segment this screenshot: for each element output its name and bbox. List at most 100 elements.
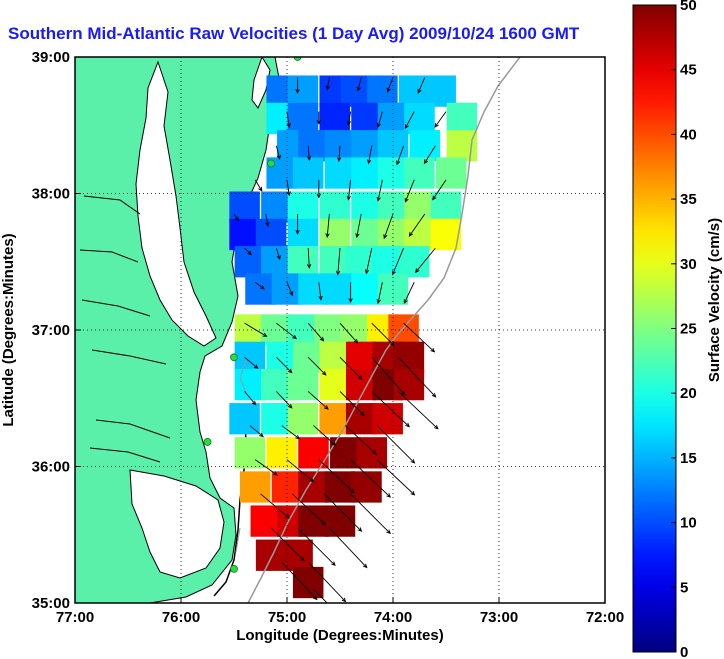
velocity-vector	[339, 322, 359, 344]
velocity-vector	[275, 145, 281, 160]
velocity-vector	[417, 77, 426, 94]
y-tick-label: 37:00	[32, 322, 70, 339]
velocity-cell	[372, 403, 403, 435]
colorbar-tick-label: 0	[680, 644, 688, 659]
bathymetry-contour	[247, 57, 521, 603]
velocity-cell	[351, 130, 382, 162]
velocity-vector	[346, 179, 352, 201]
velocity-vector	[371, 391, 410, 428]
colorbar-tick-label: 10	[680, 515, 697, 532]
velocity-cell	[430, 191, 462, 223]
colorbar-tick-label: 30	[680, 256, 697, 273]
velocity-cell	[404, 102, 435, 135]
velocity-cell	[319, 341, 350, 373]
velocity-vector	[318, 282, 323, 301]
velocity-cell	[367, 75, 398, 107]
velocity-vector	[291, 493, 327, 526]
velocity-vector	[391, 247, 405, 276]
colorbar-tick-label: 35	[680, 191, 697, 208]
velocity-cell	[340, 75, 372, 107]
velocity-cell	[404, 218, 435, 251]
velocity-vector	[286, 459, 315, 483]
velocity-cell	[436, 157, 467, 189]
y-tick-label: 39:00	[32, 49, 70, 66]
velocity-vector	[233, 213, 239, 222]
velocity-cell	[319, 102, 350, 135]
velocity-cell	[287, 314, 319, 346]
y-tick-label: 38:00	[32, 186, 70, 203]
x-axis-label: Longitude (Degrees:Minutes)	[236, 627, 444, 644]
velocity-cell	[234, 368, 266, 401]
velocity-vector	[286, 282, 294, 297]
velocity-vector	[276, 391, 293, 409]
velocity-vector	[244, 247, 252, 256]
velocity-vector	[356, 77, 362, 92]
velocity-vector	[313, 425, 337, 447]
velocity-cell	[261, 368, 292, 401]
velocity-vector	[383, 213, 394, 240]
x-tick-label: 75:00	[268, 609, 306, 626]
velocity-vector	[344, 425, 377, 455]
velocity-cell	[324, 505, 356, 537]
velocity-vector	[306, 248, 312, 269]
velocity-vector	[414, 247, 436, 274]
velocity-vector	[329, 527, 368, 569]
y-axis-label: Latitude (Degrees:Minutes)	[0, 233, 17, 426]
velocity-vector	[350, 493, 391, 535]
velocity-cell	[234, 341, 266, 373]
velocity-cell	[446, 102, 478, 135]
velocity-vector	[346, 111, 352, 126]
velocity-vector	[376, 282, 383, 305]
velocity-cell	[298, 471, 329, 503]
velocity-vector	[432, 179, 447, 201]
velocity-cell	[319, 218, 350, 251]
colorbar-tick-label: 20	[680, 385, 697, 402]
velocity-vector	[408, 213, 426, 237]
velocity-cell	[255, 539, 287, 571]
delaware-bay	[251, 57, 271, 109]
velocity-vector	[295, 213, 300, 235]
velocity-cell	[319, 191, 350, 223]
velocity-cell	[298, 437, 329, 469]
velocity-vector	[286, 111, 291, 129]
velocity-cell	[319, 246, 350, 278]
pamlico-sound	[129, 469, 225, 579]
velocity-vector	[355, 213, 362, 239]
velocity-cell	[229, 191, 260, 223]
river-inlets	[79, 195, 171, 463]
velocity-cell	[409, 130, 441, 162]
velocity-vectors	[233, 77, 447, 603]
radar-station-marker	[267, 159, 276, 168]
velocity-vector	[254, 459, 279, 476]
velocity-vector	[275, 247, 281, 261]
velocity-vector	[276, 322, 298, 340]
velocity-vector	[281, 561, 318, 601]
velocity-vector	[367, 145, 373, 165]
velocity-vector	[337, 145, 342, 163]
colorbar-tick-label: 40	[680, 126, 697, 143]
velocity-cell	[345, 246, 377, 278]
velocity-cell	[266, 341, 297, 373]
velocity-cells	[229, 75, 478, 599]
x-tick-label: 73:00	[480, 609, 518, 626]
velocity-cell	[298, 130, 329, 162]
velocity-vector	[295, 77, 300, 94]
velocity-vector	[286, 179, 291, 197]
velocity-cell	[425, 75, 456, 107]
velocity-vector	[297, 527, 336, 567]
velocity-cell	[287, 368, 319, 401]
velocity-vector	[325, 77, 330, 91]
velocity-vector	[376, 459, 416, 496]
velocity-vector	[323, 493, 363, 532]
velocity-cell	[345, 403, 377, 435]
velocity-vector	[335, 248, 341, 276]
y-tick-label: 36:00	[32, 459, 70, 476]
velocity-vector	[316, 111, 321, 125]
radar-stations	[203, 57, 302, 573]
velocity-cell	[351, 157, 382, 189]
velocity-cell	[377, 191, 409, 223]
velocity-cell	[393, 368, 425, 401]
velocity-cell	[404, 157, 435, 189]
velocity-cell	[377, 102, 409, 135]
velocity-vector	[376, 425, 416, 464]
